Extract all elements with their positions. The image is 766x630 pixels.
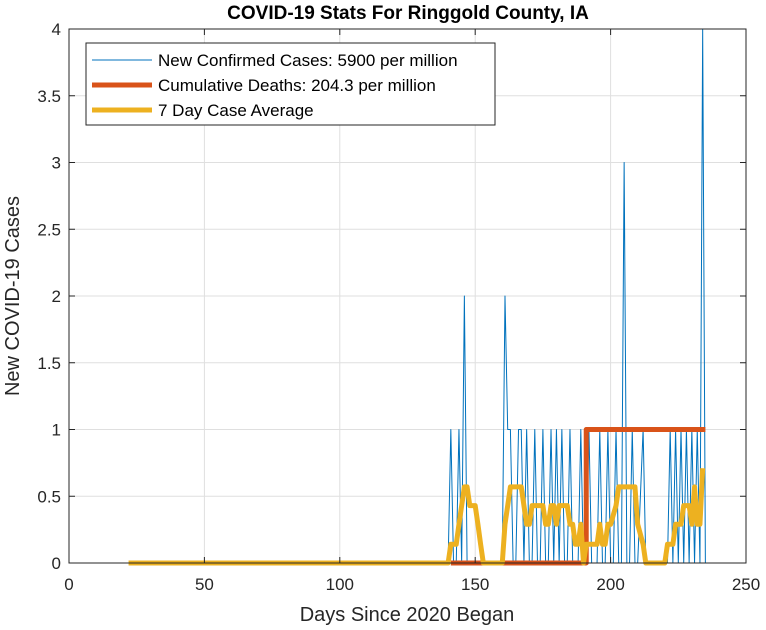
y-tick-label: 0.5 xyxy=(37,487,61,506)
y-tick-label: 3 xyxy=(52,154,61,173)
x-axis-label: Days Since 2020 Began xyxy=(300,604,515,626)
x-tick-label: 100 xyxy=(326,575,354,594)
legend-box xyxy=(85,42,496,126)
x-tick-label: 50 xyxy=(195,575,214,594)
series-7-day-average-line xyxy=(128,468,706,566)
y-axis-label: New COVID-19 Cases xyxy=(2,196,24,396)
y-tick-label: 2 xyxy=(52,287,61,306)
ticks: 0 50 100 150 200 250 0 0.5 1 1.5 2 2.5 3 3.5 4 xyxy=(37,20,760,594)
x-tick-label: 200 xyxy=(596,575,624,594)
x-tick-label: 150 xyxy=(461,575,489,594)
x-tick-label: 250 xyxy=(732,575,760,594)
legend-label-average: 7 Day Case Average xyxy=(158,101,314,120)
y-tick-label: 0 xyxy=(52,554,61,573)
legend-label-deaths: Cumulative Deaths: 204.3 per million xyxy=(158,76,436,95)
y-tick-label: 4 xyxy=(52,20,61,39)
y-tick-label: 3.5 xyxy=(37,87,61,106)
series-new-cases-line xyxy=(128,28,706,564)
legend: New Confirmed Cases: 5900 per million Cu… xyxy=(85,42,496,126)
legend-label-cases: New Confirmed Cases: 5900 per million xyxy=(158,51,458,70)
y-tick-label: 1.5 xyxy=(37,354,61,373)
x-tick-label: 0 xyxy=(64,575,73,594)
y-tick-label: 2.5 xyxy=(37,220,61,239)
y-tick-label: 1 xyxy=(52,421,61,440)
chart-title: COVID-19 Stats For Ringgold County, IA xyxy=(227,3,589,24)
